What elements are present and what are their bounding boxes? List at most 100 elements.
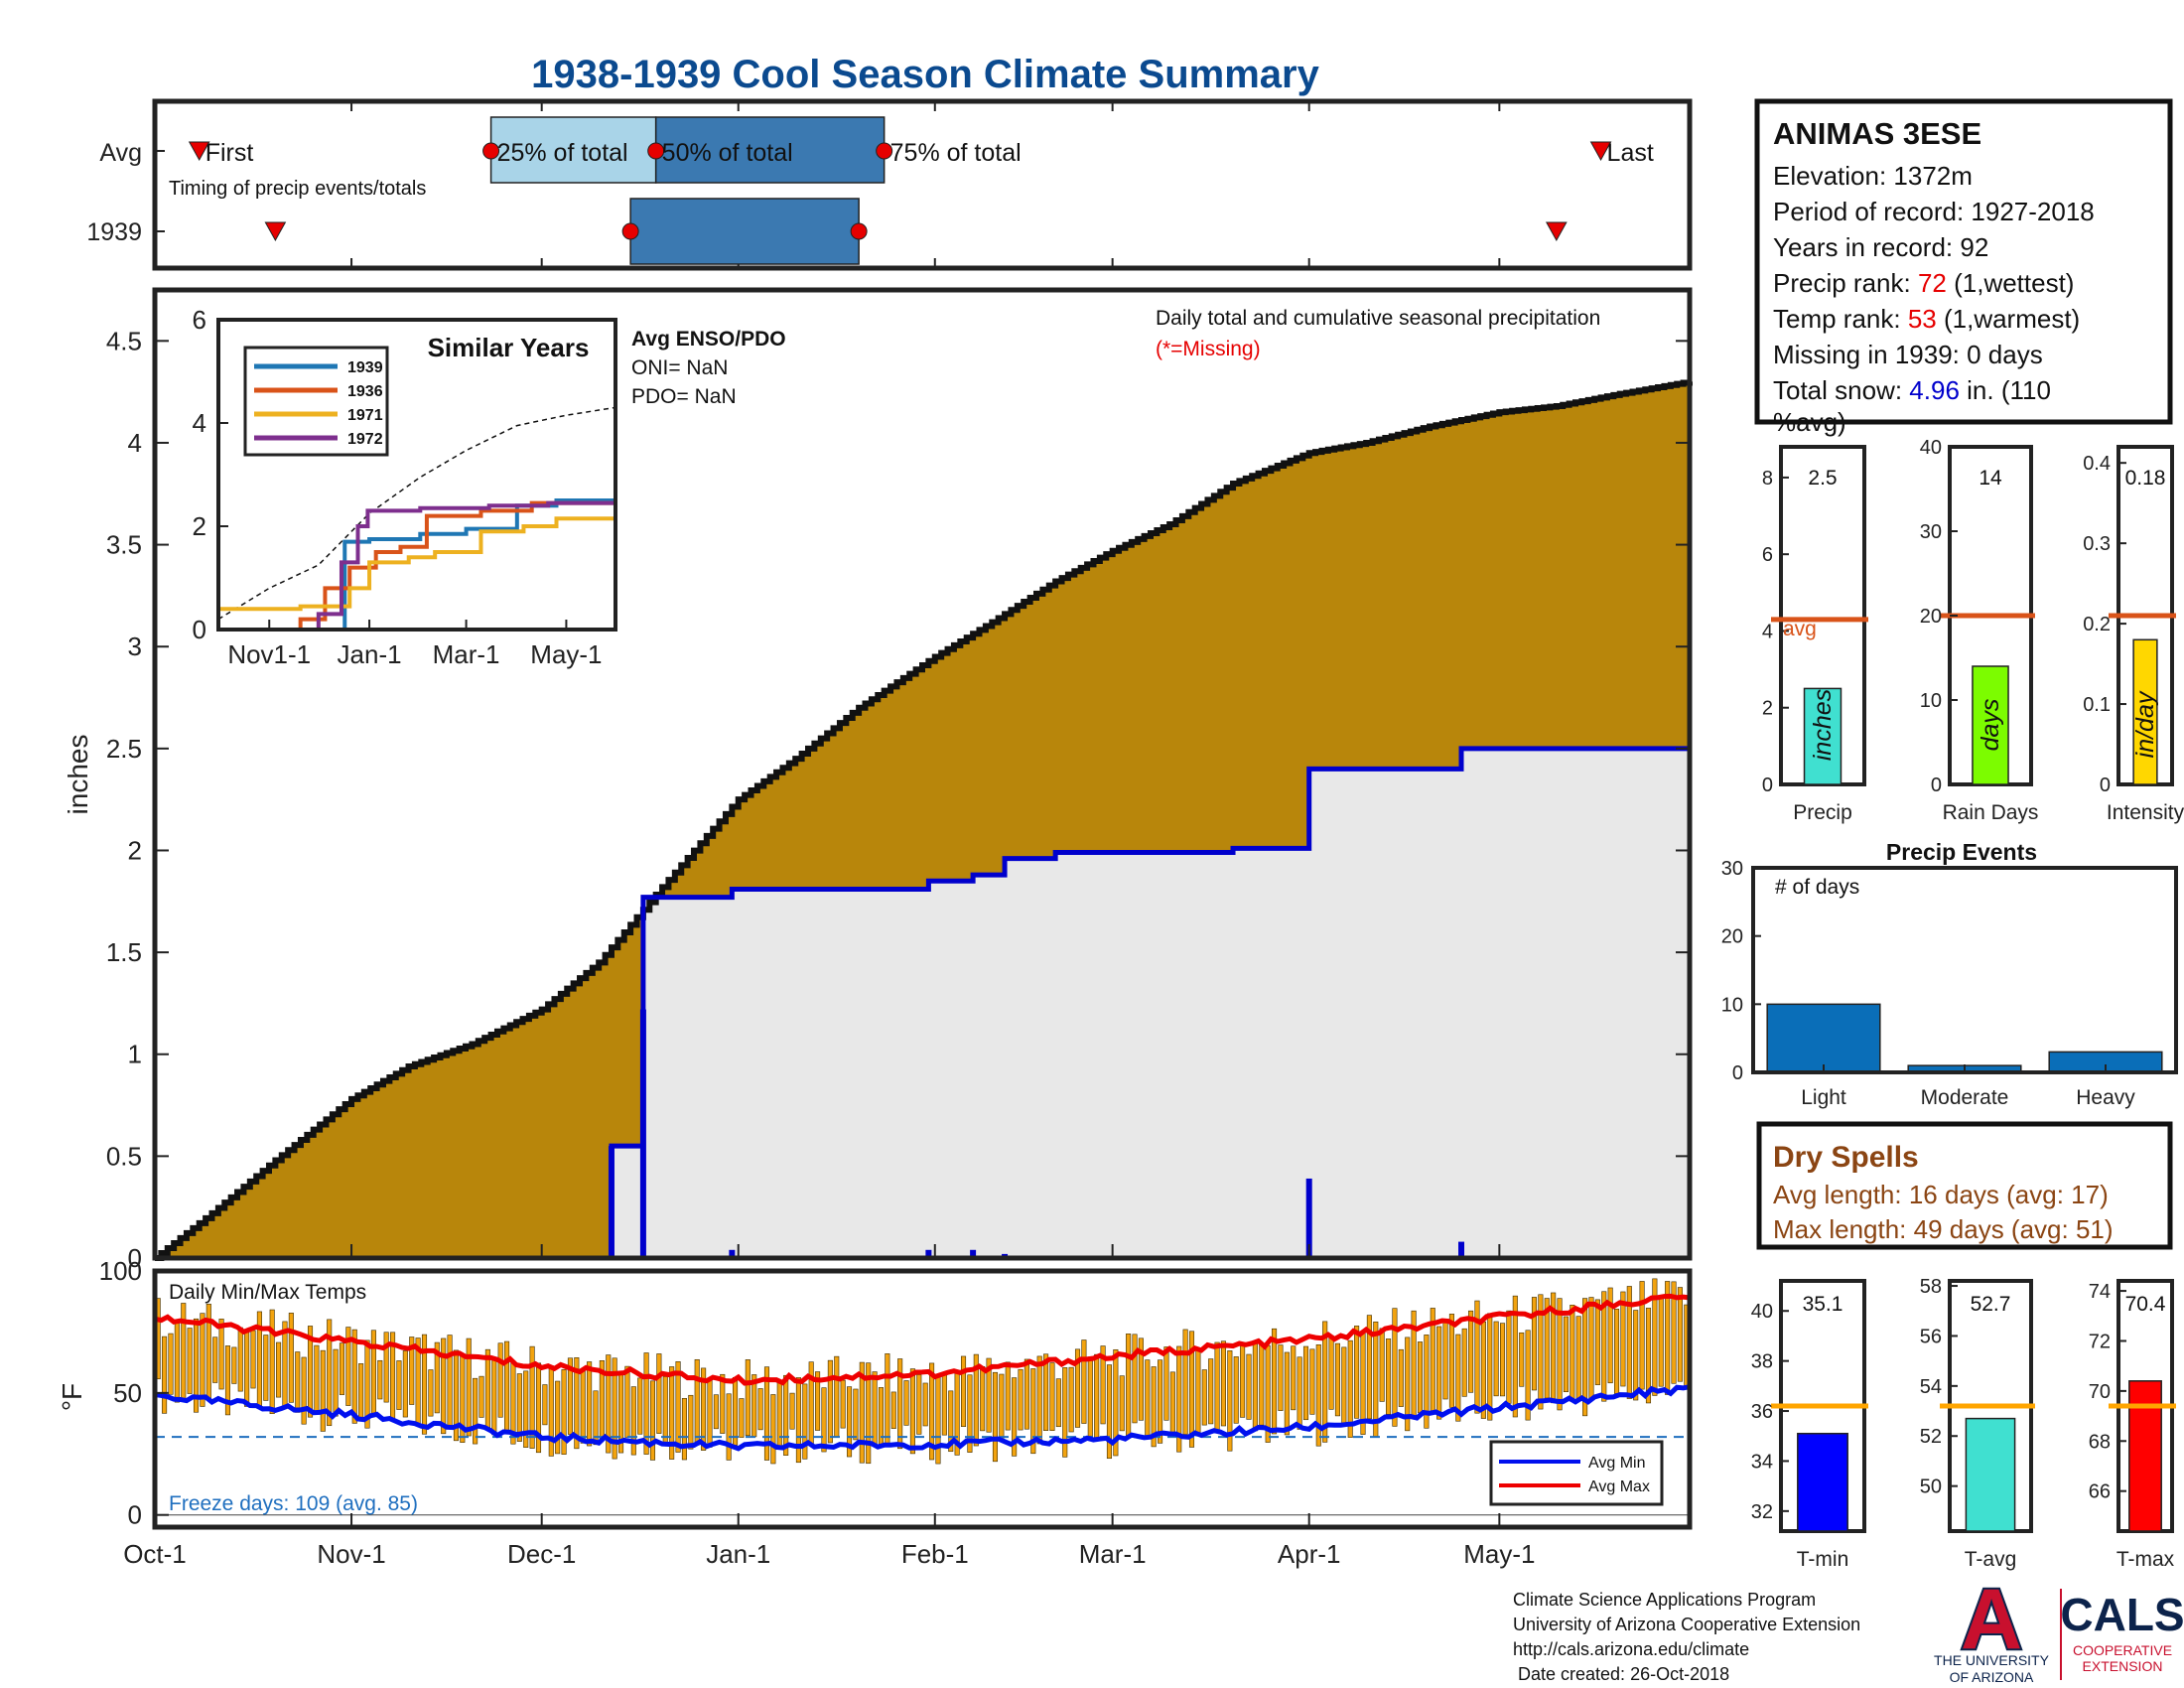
daily-temp-bar xyxy=(1512,1295,1518,1418)
precip-ytick-label: 0 xyxy=(128,1243,142,1273)
summary-bar-ytick-label: 0 xyxy=(2100,774,2111,796)
daily-temp-bar xyxy=(713,1394,719,1430)
daily-temp-bar xyxy=(1594,1299,1600,1385)
daily-temp-bar xyxy=(840,1379,846,1429)
daily-temp-bar xyxy=(916,1374,922,1435)
daily-temp-bar xyxy=(612,1357,617,1460)
daily-temp-bar xyxy=(1322,1321,1328,1443)
daily-temp-bar xyxy=(1252,1342,1258,1432)
daily-temp-bar xyxy=(364,1339,370,1429)
daily-temp-bar xyxy=(377,1359,383,1400)
daily-temp-bar xyxy=(314,1344,320,1412)
daily-temp-bar xyxy=(1366,1315,1372,1420)
daily-temp-bar xyxy=(733,1376,739,1446)
daily-temp-bar xyxy=(1043,1353,1049,1431)
temp-summary-ytick-label: 72 xyxy=(2089,1331,2111,1352)
daily-temp-bar xyxy=(903,1380,909,1426)
daily-temp-bar xyxy=(162,1336,168,1414)
month-tick-label: Feb-1 xyxy=(901,1539,969,1569)
daily-temp-bar xyxy=(1626,1286,1632,1399)
avg-q75-label: 75% of total xyxy=(890,139,1022,167)
daily-temp-bar xyxy=(1094,1353,1100,1442)
daily-temp-bar xyxy=(567,1357,573,1435)
daily-precip-bar xyxy=(1305,1178,1312,1258)
daily-temp-bar xyxy=(1119,1375,1125,1432)
cals-sub-2: EXTENSION xyxy=(2083,1658,2163,1674)
inset-series-1972 xyxy=(218,500,615,632)
daily-temp-bar xyxy=(1493,1321,1499,1397)
daily-temp-bar xyxy=(174,1319,180,1403)
daily-temp-bar xyxy=(434,1341,440,1414)
daily-temp-bar xyxy=(815,1371,821,1431)
precip-ytick-label: 1 xyxy=(128,1040,142,1069)
daily-temp-bar xyxy=(1607,1287,1613,1384)
daily-temp-bar xyxy=(1633,1310,1639,1401)
daily-temp-bar xyxy=(688,1394,694,1450)
daily-temp-bar xyxy=(1341,1346,1347,1426)
summary-bar-ytick-label: 0.2 xyxy=(2083,614,2111,635)
daily-temp-bar xyxy=(1030,1368,1036,1455)
daily-temp-bar xyxy=(1455,1334,1461,1422)
avg-first-label: First xyxy=(205,139,254,167)
daily-temp-bar xyxy=(1208,1358,1214,1425)
footer-line-2: University of Arizona Cooperative Extens… xyxy=(1513,1615,1860,1634)
temp-legend-box xyxy=(1489,1440,1664,1506)
summary-bar-value-label: 0.18 xyxy=(2125,467,2166,490)
daily-temp-bar xyxy=(548,1365,554,1457)
daily-temp-bar xyxy=(441,1337,447,1435)
temp-summary-value-label: 35.1 xyxy=(1803,1293,1843,1316)
daily-temp-bar xyxy=(244,1330,250,1407)
precip-event-ytick-label: 0 xyxy=(1732,1062,1743,1084)
enso-oni: ONI= NaN xyxy=(631,356,728,379)
daily-temp-bar xyxy=(1018,1368,1024,1431)
station-name: ANIMAS 3ESE xyxy=(1773,116,1981,151)
daily-temp-bar xyxy=(1005,1361,1011,1431)
daily-temp-bar xyxy=(1151,1366,1157,1448)
enso-pdo: PDO= NaN xyxy=(631,385,737,408)
daily-temp-bar xyxy=(339,1342,344,1395)
avg-q50-label: 50% of total xyxy=(662,139,793,167)
ua-text-1: THE UNIVERSITY xyxy=(1934,1652,2050,1668)
precip-ytick-label: 3.5 xyxy=(106,530,142,560)
temp-summary-ytick-label: 34 xyxy=(1751,1451,1773,1473)
daily-temp-bar xyxy=(720,1373,726,1434)
summary-bar-value xyxy=(1803,687,1843,785)
month-tick-label: Mar-1 xyxy=(1079,1539,1147,1569)
daily-temp-bar xyxy=(1309,1348,1315,1415)
season-first-marker xyxy=(264,221,287,242)
summary-bar-avg-label: avg xyxy=(1783,618,1817,640)
summary-bar-unit: in/day xyxy=(2131,690,2159,758)
daily-temp-bar xyxy=(1525,1330,1531,1421)
daily-precip-bar xyxy=(1458,1241,1465,1258)
daily-temp-bar xyxy=(1620,1291,1626,1387)
daily-temp-bar xyxy=(707,1379,713,1448)
temp-summary-value-label: 52.7 xyxy=(1971,1293,2011,1316)
daily-temp-bar xyxy=(980,1365,986,1432)
inset-ytick-label: 6 xyxy=(193,305,206,335)
dry-spells-avg-length: Avg length: 16 days (avg: 17) xyxy=(1773,1180,2109,1209)
inset-legend-label: 1971 xyxy=(347,407,383,424)
daily-temp-bar xyxy=(402,1350,408,1418)
daily-temp-bar xyxy=(834,1355,840,1438)
temp-ytick-label: 0 xyxy=(128,1500,142,1530)
daily-temp-bar xyxy=(345,1327,351,1406)
summary-bar-ytick-label: 40 xyxy=(1920,437,1942,459)
daily-temp-bar xyxy=(1613,1309,1620,1394)
daily-temp-bar xyxy=(1570,1305,1575,1402)
summary-bar-name: Rain Days xyxy=(1943,801,2039,824)
temp-summary-ytick-label: 66 xyxy=(2089,1481,2111,1503)
dry-spells-box: Dry Spells Avg length: 16 days (avg: 17)… xyxy=(1756,1121,2173,1250)
inset-legend-label: 1936 xyxy=(347,383,383,400)
avg-min-line xyxy=(154,1384,1691,1452)
daily-temp-bar xyxy=(1480,1321,1486,1419)
temperature-chart: 0 50 100 Daily Min/Max Temps °F Freeze day… xyxy=(57,1256,1693,1530)
summary-bar-value-label: 14 xyxy=(1979,467,2002,490)
summary-bar-ytick-label: 0.3 xyxy=(2083,533,2111,555)
daily-temp-bar xyxy=(1386,1338,1392,1415)
precip-event-category: Light xyxy=(1801,1086,1846,1109)
dry-spells-max-length: Max length: 49 days (avg: 51) xyxy=(1773,1214,2114,1244)
daily-temp-bar xyxy=(200,1313,205,1407)
